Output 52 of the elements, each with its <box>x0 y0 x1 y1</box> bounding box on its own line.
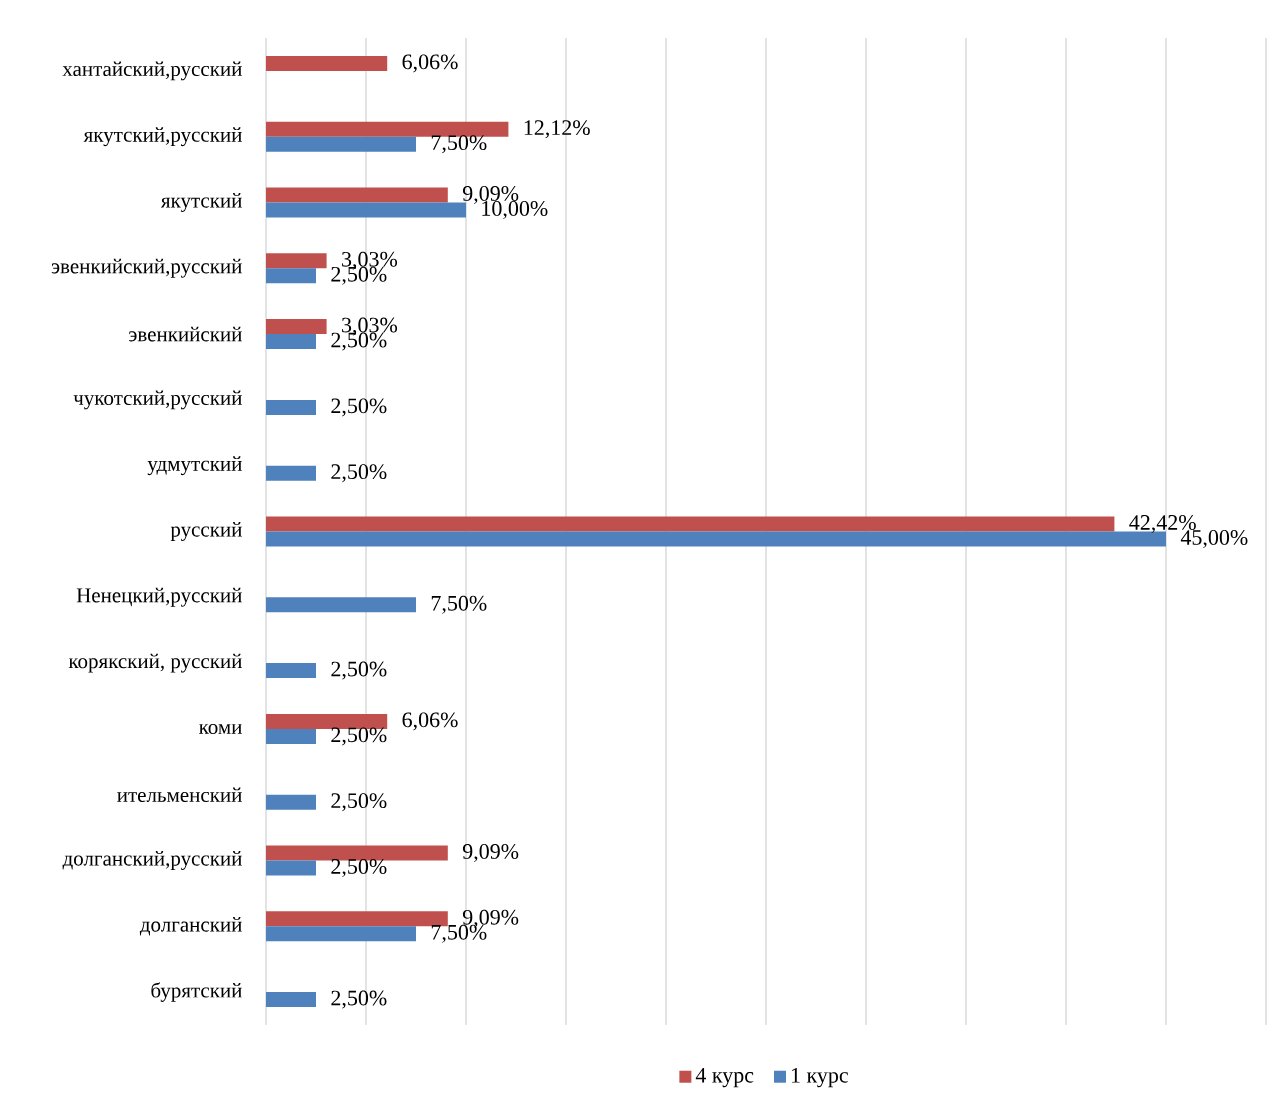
bar <box>266 465 316 481</box>
y-tick-label: удмутский <box>147 456 242 476</box>
legend-label: 4 курс <box>695 1068 754 1088</box>
bar <box>266 992 316 1008</box>
y-tick-label: эвенкийский <box>129 326 242 342</box>
legend-label: 1 курс <box>791 1067 848 1088</box>
y-tick-label: корякский, русский <box>68 653 242 673</box>
y-tick-label: долганский,русский <box>62 851 242 870</box>
bar <box>266 597 417 613</box>
bar <box>266 319 327 335</box>
y-tick-label: якутский,русский <box>83 127 242 147</box>
y-tick-label: хантайский,русский <box>62 61 242 81</box>
y-tick-label: ительменский <box>117 787 242 803</box>
y-tick-label: Ненецкий,русский <box>76 587 242 607</box>
y-tick-label: чукотский,русский <box>73 390 242 410</box>
data-label: 2,50% <box>331 990 387 1009</box>
y-tick-label: русский <box>170 522 242 541</box>
data-label: 2,50% <box>331 793 387 812</box>
data-label: 12,12% <box>524 120 590 139</box>
bar <box>266 136 417 152</box>
bar <box>266 187 448 203</box>
bar <box>266 516 1115 532</box>
data-label: 2,50% <box>331 464 387 483</box>
bar <box>266 55 388 71</box>
bar <box>266 121 509 137</box>
bar <box>266 334 316 350</box>
y-tick-label: бурятский <box>151 982 242 1002</box>
bar <box>266 728 316 744</box>
data-label: 6,06% <box>402 54 458 73</box>
data-label: 2,50% <box>331 398 387 417</box>
bar <box>266 926 417 942</box>
data-label: 7,50% <box>431 135 487 154</box>
bar <box>266 531 1167 547</box>
bar <box>266 202 467 218</box>
data-label: 9,09% <box>462 844 519 863</box>
data-label: 7,50% <box>431 595 487 614</box>
data-label: 2,50% <box>331 661 387 680</box>
bar <box>266 713 388 729</box>
y-tick-label: якутский <box>160 193 242 212</box>
data-label: 2,50% <box>331 859 387 878</box>
y-tick-label: эвенкийский,русский <box>51 258 242 278</box>
bar <box>266 268 316 284</box>
bar <box>266 663 316 679</box>
y-tick-label: коми <box>199 723 242 734</box>
bar <box>266 399 316 415</box>
data-label: 6,06% <box>402 712 458 731</box>
bar <box>266 860 316 876</box>
bar <box>266 845 448 861</box>
bar <box>266 794 316 810</box>
bar <box>266 253 327 269</box>
y-tick-label: долганский <box>139 917 242 936</box>
data-label: 2,50% <box>331 727 387 746</box>
